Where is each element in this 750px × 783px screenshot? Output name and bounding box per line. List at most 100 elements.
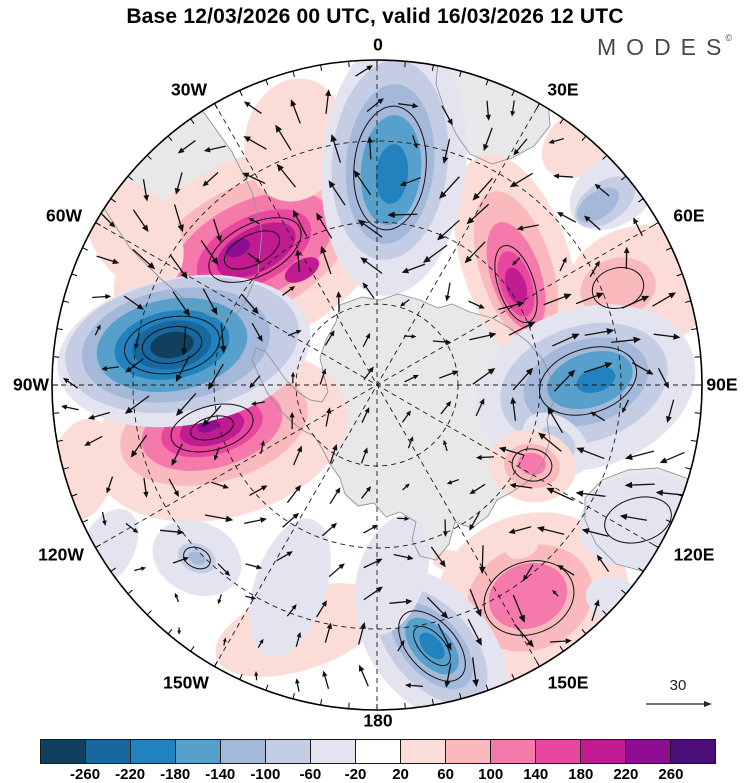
wind-arrow-head xyxy=(422,255,431,263)
boundary-tick xyxy=(167,629,173,635)
wind-arrow-head xyxy=(335,291,342,298)
boundary-tick xyxy=(691,328,698,331)
anomaly-ring xyxy=(284,257,320,283)
wind-arrow-head xyxy=(321,368,327,375)
boundary-tick xyxy=(110,198,116,203)
wind-arrow-head xyxy=(143,194,149,202)
wind-arrow-head xyxy=(594,183,601,190)
wind-arrow-head xyxy=(105,293,112,300)
boundary-tick xyxy=(676,493,683,497)
wind-arrow-head xyxy=(295,678,300,684)
boundary-tick xyxy=(167,135,173,141)
wind-arrow-head xyxy=(641,295,650,302)
wind-arrow-shaft xyxy=(512,400,517,421)
wind-arrow-shaft xyxy=(204,514,230,521)
wind-arrow-shaft xyxy=(584,330,611,336)
wind-arrow-shaft xyxy=(206,145,226,151)
boundary-tick xyxy=(559,646,564,652)
wind-arrow-shaft xyxy=(472,369,493,385)
wind-arrow-head xyxy=(371,524,379,530)
wind-arrow-shaft xyxy=(127,358,144,372)
wind-arrow-head xyxy=(604,362,613,369)
wind-arrow-head xyxy=(595,292,605,299)
wind-arrow-head xyxy=(445,642,452,651)
contour-loop xyxy=(413,625,451,667)
wind-arrow-shaft xyxy=(514,623,532,645)
wind-arrow-shaft xyxy=(437,623,451,648)
wind-arrow-shaft xyxy=(430,546,445,565)
wind-arrow-head xyxy=(375,558,383,564)
wind-arrow-shaft xyxy=(469,333,494,341)
wind-arrow-head xyxy=(225,515,234,523)
wind-arrow-shaft xyxy=(177,393,197,414)
wind-arrow-shaft xyxy=(297,252,300,273)
wind-arrow-shaft xyxy=(441,176,460,197)
wind-arrow-head xyxy=(171,458,178,466)
wind-arrow-head xyxy=(332,444,338,451)
contour-loop xyxy=(353,105,427,231)
longitude-label-90W: 90W xyxy=(13,375,49,395)
anomaly-ring xyxy=(576,367,616,393)
boundary-tick xyxy=(95,544,101,548)
wind-arrow-shaft xyxy=(621,296,647,309)
wind-arrow-head xyxy=(475,637,482,646)
boundary-tick xyxy=(292,693,295,700)
wind-arrow-head xyxy=(546,487,555,494)
wind-arrow-shaft xyxy=(220,323,225,350)
wind-arrow-shaft xyxy=(172,291,189,314)
wind-arrow-shaft xyxy=(484,127,493,149)
wind-arrow-head xyxy=(364,407,370,414)
wind-arrow-head xyxy=(400,639,405,646)
anomaly-bottom-low-up-ext xyxy=(354,515,430,635)
wind-arrow-head xyxy=(466,216,475,225)
wind-arrow-head xyxy=(216,235,222,243)
wind-arrow-head xyxy=(203,146,211,153)
anomaly-ring xyxy=(86,180,184,290)
wind-arrow-head xyxy=(557,564,564,571)
land-antarctica xyxy=(252,294,554,560)
boundary-tick xyxy=(56,439,63,442)
boundary-tick xyxy=(485,79,489,86)
wind-arrow-shaft xyxy=(591,602,599,622)
wind-arrow-shaft xyxy=(278,166,297,188)
anomaly-ring xyxy=(354,515,430,635)
wind-arrow-head xyxy=(412,102,419,109)
anomaly-ring xyxy=(244,78,346,202)
wind-arrow-head xyxy=(177,147,185,154)
wind-arrow-head xyxy=(219,345,227,354)
wind-arrow-head xyxy=(562,256,567,263)
wind-arrow-head xyxy=(446,480,453,485)
colorbar-tick-label: 260 xyxy=(658,766,684,783)
wind-arrow-head xyxy=(475,608,482,617)
wind-arrow-head xyxy=(567,369,576,378)
wind-arrow-head xyxy=(177,630,182,635)
wind-arrow-head xyxy=(353,169,361,178)
wind-arrow-shaft xyxy=(469,588,481,614)
wind-arrow-head xyxy=(469,488,476,495)
wind-arrow-shaft xyxy=(291,102,301,124)
wind-arrow-shaft xyxy=(391,213,418,216)
wind-arrow-head xyxy=(487,367,496,375)
wind-arrow-head xyxy=(447,118,453,126)
wind-arrow-shaft xyxy=(543,294,569,306)
wind-arrow-shaft xyxy=(240,293,258,313)
wind-arrow-head xyxy=(60,404,68,410)
anomaly-nw-high-north-ext xyxy=(244,78,346,202)
colorbar-tick-labels: -260 -220 -180 -140 -100 -60 -20 20 60 100 140 180 2… xyxy=(0,766,750,783)
wind-arrow-head xyxy=(174,592,179,598)
anomaly-ring xyxy=(625,607,695,673)
anomaly-tan-spot-1 xyxy=(433,550,463,570)
wind-arrow-shaft xyxy=(481,545,484,571)
wind-arrow-head xyxy=(510,396,517,404)
wind-arrow-shaft xyxy=(359,667,369,687)
wind-arrow-head xyxy=(606,328,615,335)
contour-loop xyxy=(398,610,466,682)
boundary-tick xyxy=(190,118,195,124)
wind-arrow-head xyxy=(180,348,188,356)
wind-arrow-shaft xyxy=(466,241,486,262)
wind-arrow-head xyxy=(108,221,116,228)
wind-arrow-head xyxy=(365,332,371,339)
wind-arrow-shaft xyxy=(441,105,452,123)
wind-arrow-head xyxy=(175,374,183,383)
wind-arrow-head xyxy=(623,246,630,254)
